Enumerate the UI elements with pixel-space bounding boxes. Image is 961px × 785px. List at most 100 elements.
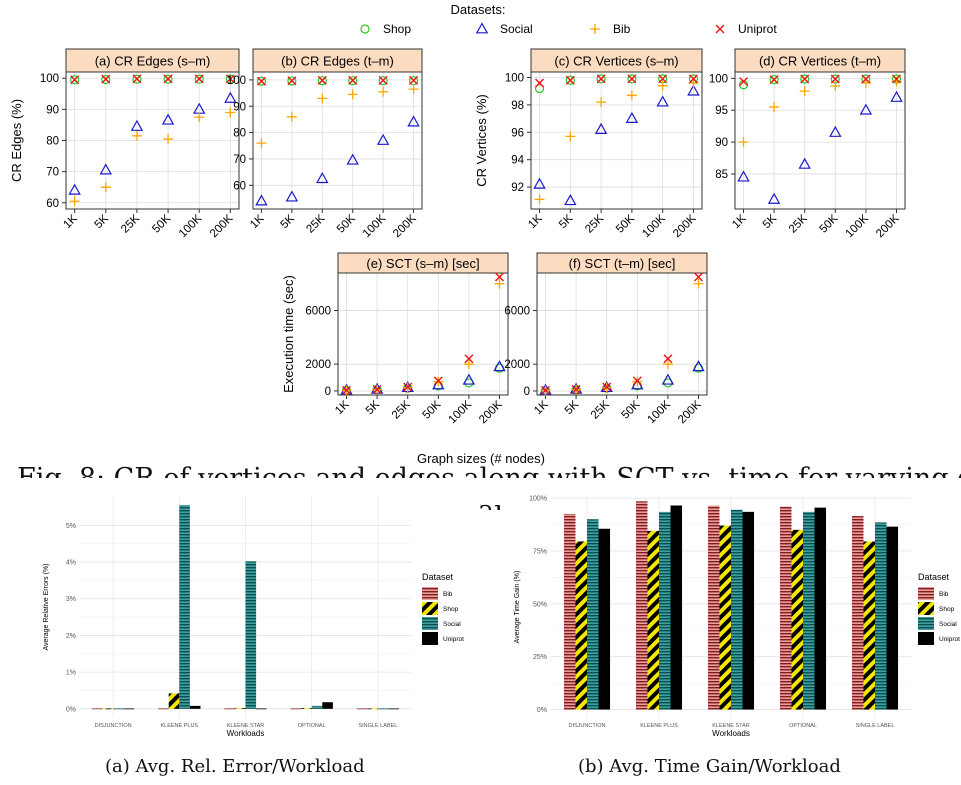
x-tick-label: DISJUNCTION xyxy=(95,723,132,729)
panel-frame xyxy=(252,71,423,210)
bar-shop xyxy=(791,529,803,710)
point-bib xyxy=(799,86,810,97)
panel-f: (f) SCT (t–m) [sec] 0 2000 6000 1K 5K 25K 50K 10… xyxy=(504,252,708,426)
legend-label-bib: Bib xyxy=(443,591,453,598)
x-tick-label: KLEENE STAR xyxy=(712,723,750,729)
bar-uniprot xyxy=(189,705,201,709)
x-tick-label: KLEENE STAR xyxy=(227,723,265,729)
x-tick-label: 200K xyxy=(676,398,704,426)
point-uniprot xyxy=(163,74,173,84)
point-shop xyxy=(596,74,606,84)
x-tick-label: 1K xyxy=(532,398,551,417)
point-uniprot xyxy=(348,75,358,85)
legend-label-uniprot: Uniprot xyxy=(738,22,777,36)
bar-social xyxy=(659,511,671,710)
point-social xyxy=(533,177,546,189)
x-tick-label: 5K xyxy=(364,398,383,417)
overlapped-caption-line2: and xyxy=(478,496,500,510)
y-axis-title: CR Vertices (%) xyxy=(474,94,489,186)
legend-label-shop: Shop xyxy=(939,606,955,613)
bar-shop xyxy=(168,693,180,709)
x-tick-label: 200K xyxy=(391,212,419,240)
x-tick-label: 200K xyxy=(671,212,699,240)
x-tick-label: SINGLE LABEL xyxy=(856,723,895,729)
point-uniprot xyxy=(627,74,637,84)
panel-frame xyxy=(530,71,703,210)
y-tick-label: 100 xyxy=(227,75,246,87)
bar-social xyxy=(311,705,323,709)
point-bib xyxy=(626,90,637,101)
point-shop xyxy=(378,76,388,86)
point-social xyxy=(130,119,144,131)
point-shop xyxy=(256,76,267,86)
point-uniprot xyxy=(101,74,111,84)
y-axis-title: Average Relative Errors (%) xyxy=(43,563,50,650)
panel-border xyxy=(734,71,906,210)
bar-bib xyxy=(91,708,103,710)
legend-label-social: Social xyxy=(500,22,533,36)
legend-swatch-social xyxy=(422,617,438,630)
panel-frame xyxy=(734,71,906,210)
y-tick-label: 90 xyxy=(46,104,59,116)
top-legend: Datasets: Shop Social Bib Uniprot xyxy=(360,2,777,36)
panel-title: (e) SCT (s–m) [sec] xyxy=(366,256,479,271)
bar-social xyxy=(587,519,599,710)
y-tick-label: 60 xyxy=(46,198,59,210)
legend-title: Dataset xyxy=(422,572,454,582)
bar-uniprot xyxy=(322,702,333,709)
point-social xyxy=(737,170,750,182)
bar-uniprot xyxy=(886,526,899,710)
point-shop xyxy=(70,75,80,85)
x-tick-label: KLEENE PLUS xyxy=(160,723,198,729)
y-axis-title: Average Time Gain (%) xyxy=(514,571,521,644)
x-tick-label: 100K xyxy=(640,212,668,240)
point-uniprot xyxy=(892,74,901,84)
point-shop xyxy=(565,75,575,85)
panel-b: (b) CR Edges (t–m) 60 70 80 90 100 1K 5K 25K 50K 1… xyxy=(227,48,423,240)
point-bib xyxy=(596,97,607,108)
point-social xyxy=(859,103,873,115)
panel-border xyxy=(337,272,509,396)
x-tick-label: 200K xyxy=(477,398,505,426)
point-uniprot xyxy=(403,382,413,392)
point-bib xyxy=(769,102,780,113)
x-axis-title: Workloads xyxy=(712,729,750,738)
x-tick-label: 5K xyxy=(279,212,298,231)
point-uniprot xyxy=(287,76,297,86)
x-axis-title: Workloads xyxy=(227,729,265,738)
legend-swatch-shop xyxy=(422,602,438,615)
bar-bib xyxy=(779,506,792,710)
y-tick-label: 80 xyxy=(233,128,246,140)
y-tick-label: 100 xyxy=(709,73,728,85)
y-tick-label: 5% xyxy=(66,523,76,530)
x-tick-label: 100K xyxy=(177,212,205,240)
point-social xyxy=(376,133,390,145)
y-axis-title: CR Edges (%) xyxy=(9,99,24,182)
point-bib xyxy=(225,107,236,118)
x-tick-label: 25K xyxy=(787,212,810,235)
panel-title: (a) CR Edges (s–m) xyxy=(95,54,211,69)
bar-uniprot xyxy=(742,511,755,710)
y-tick-label: 80 xyxy=(46,136,59,148)
x-tick-label: 25K xyxy=(119,212,142,235)
legend-swatch-bib xyxy=(422,587,438,600)
point-social xyxy=(316,171,329,184)
bar-charts: 0% 1% 2% 3% 4% 5% DISJUNCTION KLEENE PLUS KLEENE… xyxy=(43,496,960,738)
point-social xyxy=(594,122,608,134)
point-uniprot xyxy=(694,272,703,282)
bar-uniprot xyxy=(598,528,611,710)
legend-marker-social xyxy=(475,22,489,34)
x-tick-label: 50K xyxy=(619,398,642,421)
x-tick-label: 1K xyxy=(730,212,749,231)
point-social xyxy=(798,157,811,169)
shared-x-axis-title: Graph sizes (# nodes) xyxy=(417,451,545,466)
y-tick-label: 50% xyxy=(533,601,547,608)
point-bib xyxy=(830,81,841,92)
panel-title: (f) SCT (t–m) [sec] xyxy=(569,256,676,271)
point-bib xyxy=(408,84,419,95)
point-shop xyxy=(317,76,327,86)
panel-border xyxy=(530,71,703,210)
x-tick-label: SINGLE LABEL xyxy=(358,723,397,729)
point-bib xyxy=(100,182,111,193)
